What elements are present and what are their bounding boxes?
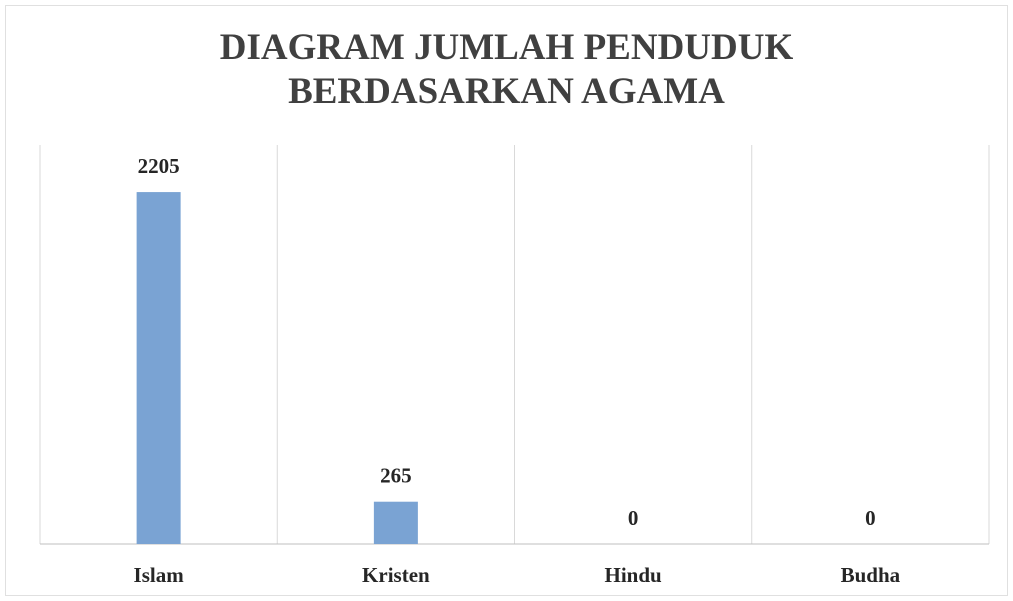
data-label: 265 <box>380 464 412 488</box>
x-tick-label: Hindu <box>605 563 663 587</box>
bar <box>373 501 418 544</box>
x-tick-label: Budha <box>841 563 901 587</box>
chart-title: DIAGRAM JUMLAH PENDUDUK BERDASARKAN AGAM… <box>219 27 794 112</box>
title-box: DIAGRAM JUMLAH PENDUDUK BERDASARKAN AGAM… <box>0 26 1013 114</box>
x-tick-label: Kristen <box>362 563 430 587</box>
bar <box>136 192 181 544</box>
chart-border <box>5 5 1008 596</box>
data-label: 0 <box>628 506 639 530</box>
data-label: 2205 <box>138 154 180 178</box>
data-label: 0 <box>865 506 876 530</box>
x-tick-label: Islam <box>134 563 185 587</box>
